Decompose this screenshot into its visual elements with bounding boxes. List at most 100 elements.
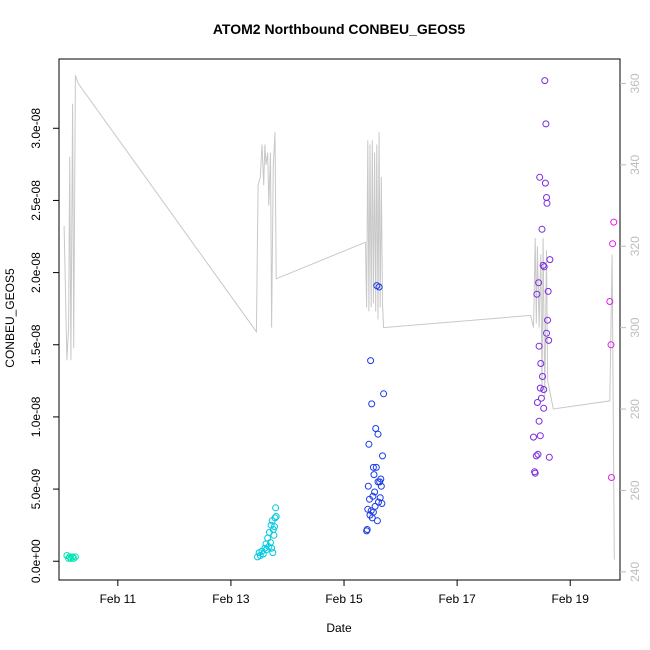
data-point	[374, 430, 382, 438]
y-tick-label: 2.0e-08	[29, 252, 43, 293]
data-point	[377, 482, 385, 490]
data-point	[543, 199, 551, 207]
x-tick-label: Feb 19	[552, 592, 590, 606]
data-point	[535, 342, 543, 350]
data-point	[369, 492, 377, 500]
points-layer	[63, 77, 618, 562]
y2-tick-label: 260	[628, 480, 642, 500]
data-point	[378, 500, 386, 507]
y2-tick-label: 340	[628, 154, 642, 174]
y-tick-label: 3.0e-08	[29, 108, 43, 149]
data-point	[363, 526, 371, 533]
data-point	[271, 523, 278, 531]
data-point	[272, 513, 280, 520]
reference-line-layer	[63, 75, 615, 560]
data-point	[367, 357, 375, 365]
y-tick-label: 1.5e-08	[29, 324, 43, 365]
reference-line	[63, 75, 615, 560]
data-point	[532, 452, 540, 460]
data-point	[264, 534, 272, 542]
data-point	[365, 440, 373, 448]
data-point	[271, 514, 279, 522]
data-point	[543, 329, 550, 337]
data-point	[65, 554, 73, 562]
data-point	[607, 341, 615, 349]
data-point	[372, 463, 380, 471]
data-point	[541, 179, 549, 187]
data-point	[69, 553, 77, 561]
x-tick-label: Feb 11	[100, 592, 137, 606]
data-point	[267, 521, 275, 529]
data-point	[544, 287, 552, 295]
data-point	[536, 432, 544, 440]
data-point	[270, 531, 278, 539]
data-point	[543, 194, 550, 201]
data-point	[371, 502, 379, 510]
data-point	[606, 298, 614, 305]
data-point	[368, 400, 376, 408]
y-axis: 0.0e+00 5.0e-09 1.0e-08 1.5e-08 2.0e-08 2.5e-…	[29, 108, 59, 583]
data-point	[370, 471, 378, 479]
data-point	[371, 488, 379, 496]
data-point	[542, 120, 550, 128]
data-point	[70, 554, 78, 562]
data-point	[538, 225, 546, 233]
data-point	[535, 417, 543, 425]
x-tick-label: Feb 13	[212, 592, 250, 606]
data-point	[541, 77, 549, 85]
y-tick-label: 1.0e-08	[29, 396, 43, 437]
x-tick-label: Feb 15	[325, 592, 363, 606]
data-point	[369, 463, 377, 471]
data-point	[372, 425, 380, 432]
data-point	[534, 450, 542, 458]
data-point	[535, 279, 543, 287]
y2-tick-label: 320	[628, 236, 642, 256]
data-point	[539, 373, 546, 380]
data-point	[261, 544, 269, 552]
data-point	[268, 544, 276, 552]
data-point	[540, 404, 548, 412]
y2-tick-label: 360	[628, 73, 642, 93]
x-axis: Feb 11 Feb 13 Feb 15 Feb 17 Feb 19	[100, 580, 590, 606]
y2-tick-label: 240	[628, 562, 642, 582]
data-point	[537, 360, 545, 367]
data-point	[530, 433, 537, 441]
data-point	[374, 478, 382, 486]
y2-tick-label: 280	[628, 399, 642, 419]
y-axis-label: CONBEU_GEOS5	[3, 268, 17, 368]
data-point	[610, 218, 618, 226]
data-point	[539, 261, 547, 269]
data-point	[545, 336, 553, 344]
data-point	[380, 390, 388, 398]
data-point	[536, 173, 544, 181]
data-point	[533, 290, 541, 298]
y-tick-label: 5.0e-09	[29, 468, 43, 509]
data-point	[537, 394, 545, 402]
data-point	[536, 384, 544, 392]
data-point	[364, 482, 372, 490]
y2-axis: 240 260 280 300 320 340 360	[620, 73, 642, 582]
data-point	[364, 505, 372, 513]
x-tick-label: Feb 17	[438, 592, 476, 606]
plot-frame	[58, 58, 621, 581]
data-point	[379, 452, 386, 460]
y-tick-label: 0.0e+00	[29, 539, 43, 583]
chart-title: ATOM2 Northbound CONBEU_GEOS5	[213, 21, 465, 37]
data-point	[545, 453, 553, 461]
y2-tick-label: 300	[628, 317, 642, 337]
data-point	[71, 553, 79, 561]
data-point	[544, 316, 552, 324]
y-tick-label: 2.5e-08	[29, 180, 43, 221]
data-point	[272, 504, 280, 512]
data-point	[375, 498, 382, 506]
data-point	[540, 386, 548, 393]
data-point	[608, 474, 615, 481]
data-point	[67, 554, 75, 562]
data-point	[269, 549, 277, 557]
data-point	[373, 517, 381, 525]
data-point	[531, 469, 539, 477]
data-point	[540, 263, 548, 271]
data-point	[375, 283, 383, 291]
data-point	[533, 399, 541, 406]
